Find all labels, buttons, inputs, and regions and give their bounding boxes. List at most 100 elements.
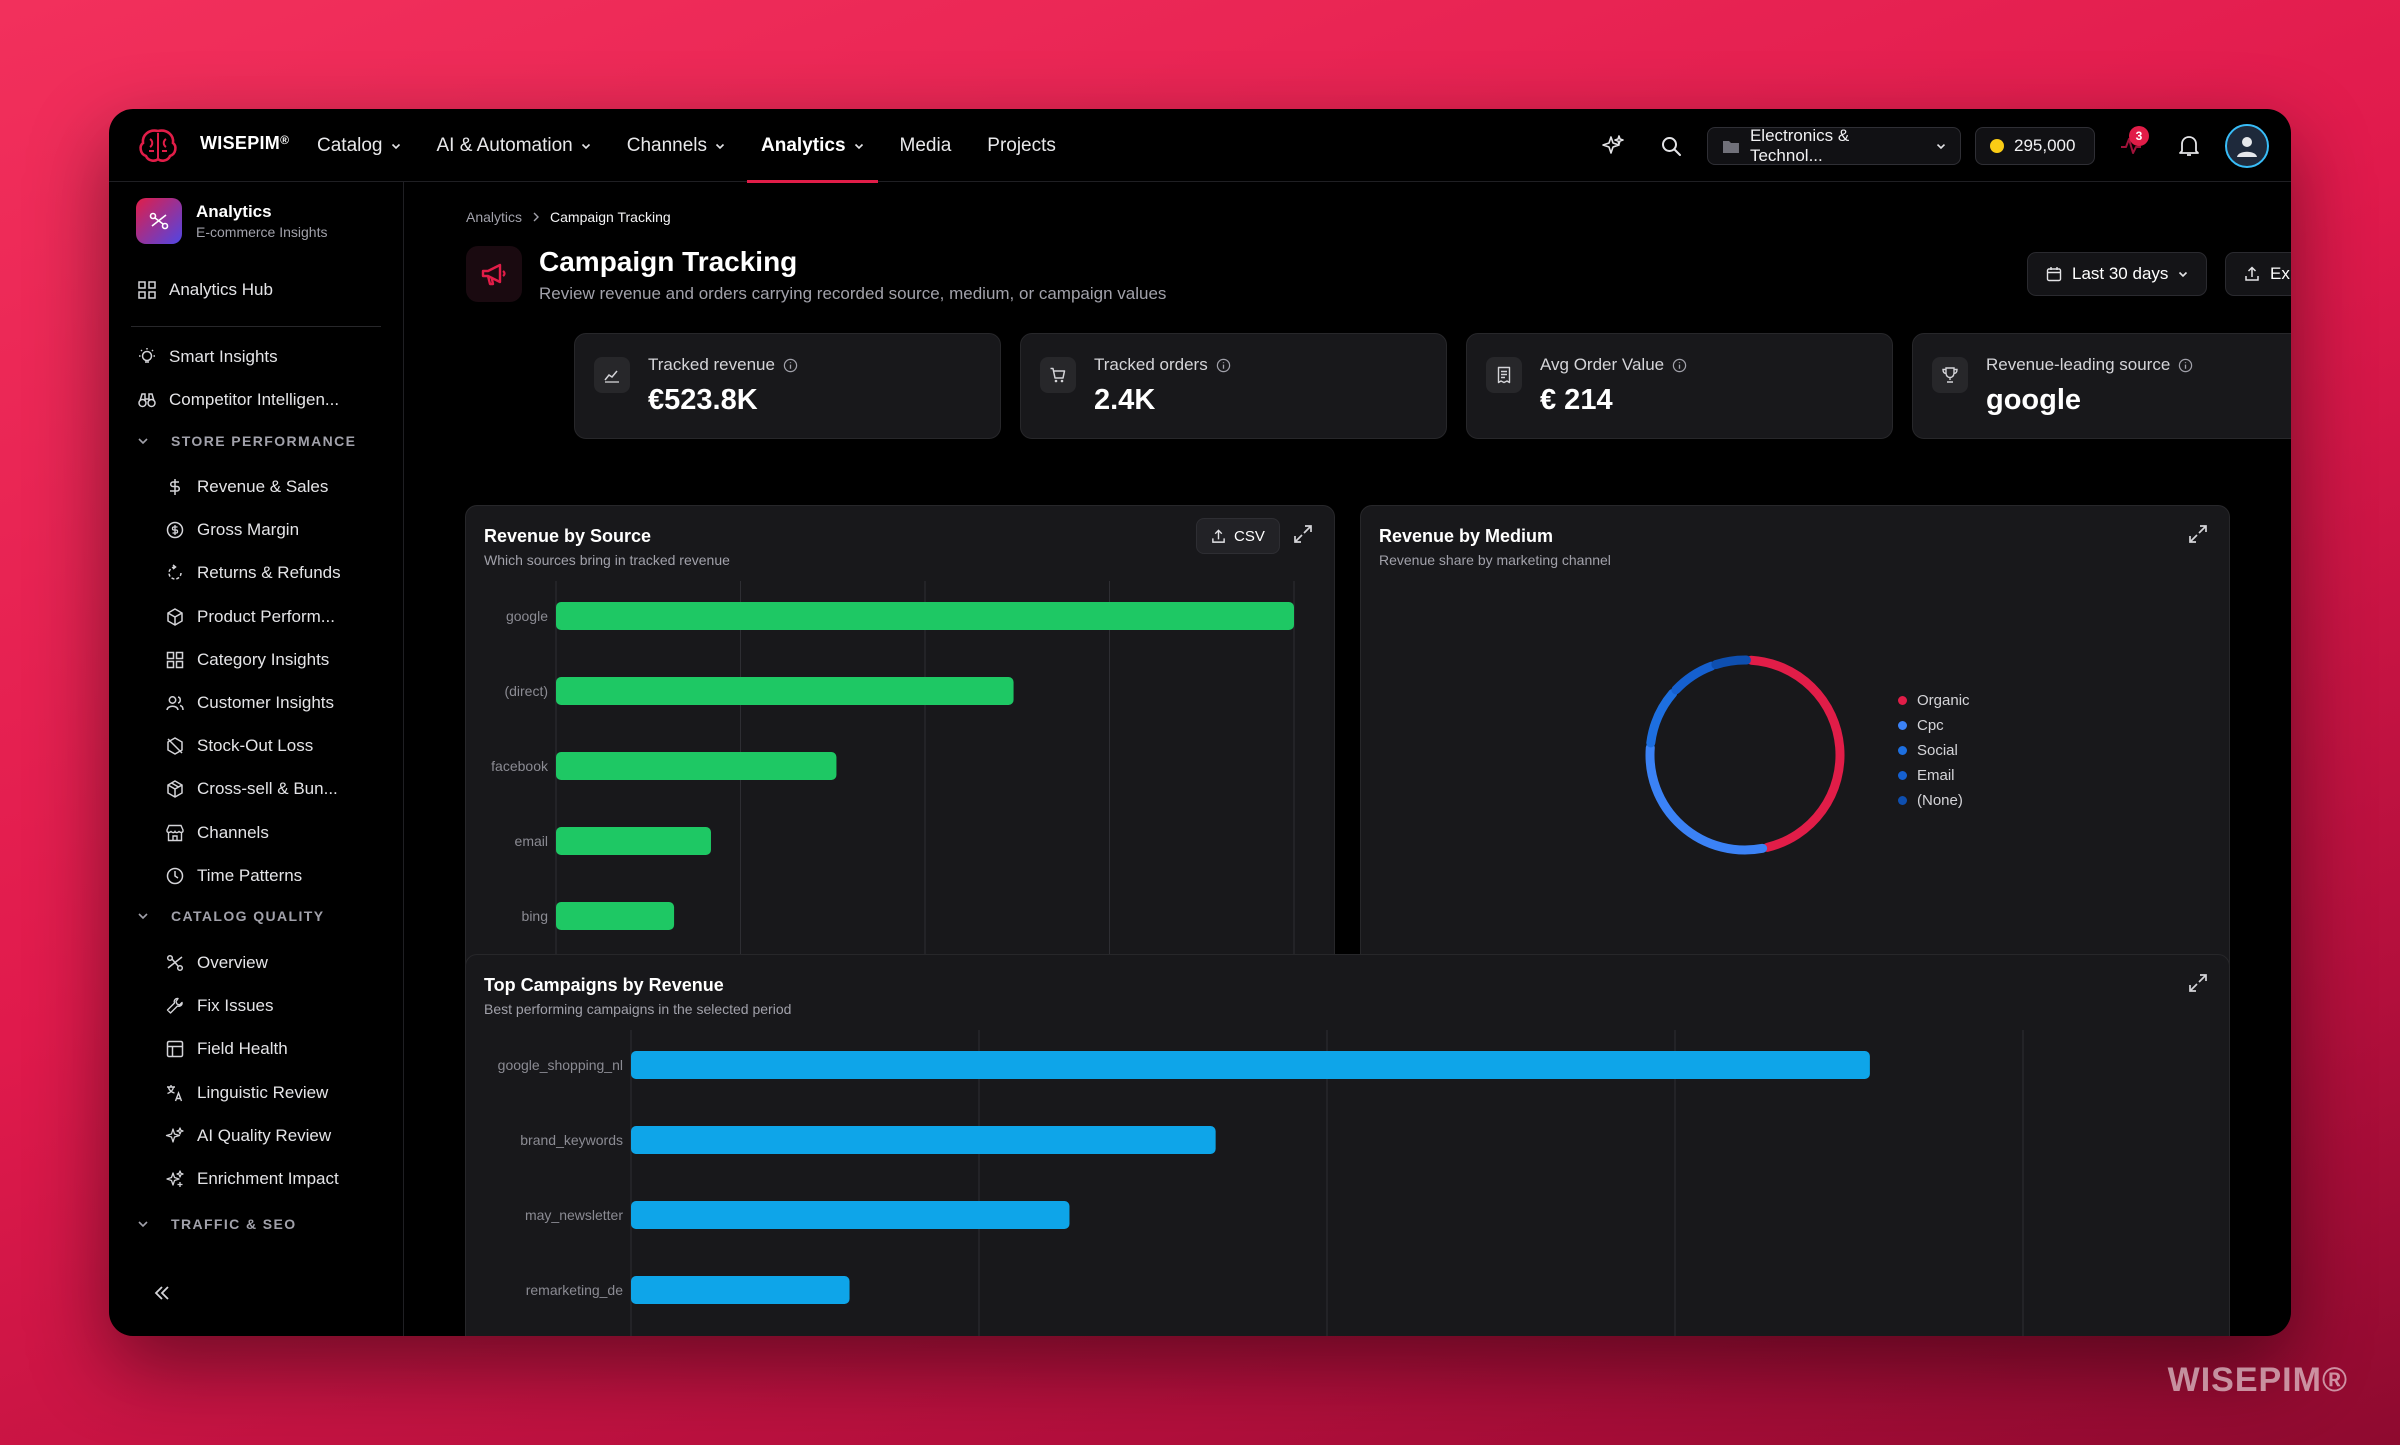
- donut-slice-none[interactable]: [1711, 655, 1751, 670]
- sidebar-item-fix-issues[interactable]: Fix Issues: [165, 996, 274, 1016]
- sidebar-item-gross-margin[interactable]: Gross Margin: [165, 520, 299, 540]
- main-nav: Catalog AI & Automation Channels Analytics M…: [303, 109, 1078, 183]
- credits-balance[interactable]: 295,000: [1975, 126, 2095, 165]
- clock-icon: [166, 867, 184, 885]
- sidebar-item-field-health[interactable]: Field Health: [165, 1039, 288, 1059]
- y-tick-label: facebook: [491, 758, 549, 774]
- sidebar-item-customer-insights[interactable]: Customer Insights: [165, 693, 334, 713]
- legend-item-cpc[interactable]: Cpc: [1898, 717, 1970, 734]
- sidebar-item-competitor-intelligence[interactable]: Competitor Intelligen...: [137, 390, 339, 410]
- legend-item-none[interactable]: (None): [1898, 792, 1970, 809]
- info-icon[interactable]: [1216, 358, 1231, 373]
- sidebar-item-returns-refunds[interactable]: Returns & Refunds: [165, 563, 341, 583]
- csv-export-button[interactable]: CSV: [1196, 518, 1280, 554]
- bar-may-newsletter[interactable]: [631, 1201, 1070, 1229]
- nav-item-ai-automation[interactable]: AI & Automation: [423, 109, 605, 182]
- sidebar-item-ai-quality-review[interactable]: AI Quality Review: [165, 1126, 331, 1146]
- info-icon[interactable]: [783, 358, 798, 373]
- activity-button[interactable]: 3: [2109, 124, 2153, 168]
- nav-item-projects[interactable]: Projects: [973, 109, 1070, 182]
- info-icon[interactable]: [2178, 358, 2193, 373]
- bar-facebook[interactable]: [556, 752, 837, 780]
- nav-item-label: Projects: [987, 134, 1056, 156]
- sidebar-item-cross-sell-bun[interactable]: Cross-sell & Bun...: [165, 779, 338, 799]
- kpi-label: Avg Order Value: [1540, 355, 1687, 375]
- donut-slice-cpc[interactable]: [1645, 743, 1768, 855]
- sidebar-item-overview[interactable]: Overview: [165, 953, 268, 973]
- sidebar-item-label: Fix Issues: [197, 996, 274, 1016]
- sidebar-item-enrichment-impact[interactable]: Enrichment Impact: [165, 1169, 339, 1189]
- notifications-button[interactable]: [2167, 124, 2211, 168]
- enrich-sparkle-icon: [166, 1170, 184, 1187]
- bar-email[interactable]: [556, 827, 711, 855]
- csv-label: CSV: [1234, 527, 1265, 545]
- bar-remarketing-de[interactable]: [631, 1276, 850, 1304]
- sidebar-item-category-insights[interactable]: Category Insights: [165, 650, 329, 670]
- store-icon: [166, 824, 184, 841]
- legend-item-email[interactable]: Email: [1898, 767, 1970, 784]
- sidebar-item-time-patterns[interactable]: Time Patterns: [165, 866, 302, 886]
- nav-item-channels[interactable]: Channels: [613, 109, 739, 182]
- user-icon: [2237, 136, 2257, 157]
- sidebar-item-label: Analytics Hub: [169, 280, 273, 299]
- expand-icon[interactable]: [2187, 972, 2209, 994]
- workspace-selector[interactable]: Electronics & Technol...: [1707, 126, 1961, 165]
- kpi-label: Tracked revenue: [648, 355, 798, 375]
- legend-item-organic[interactable]: Organic: [1898, 692, 1970, 709]
- chevron-down-icon: [138, 1221, 148, 1228]
- breadcrumb-analytics[interactable]: Analytics: [466, 209, 523, 225]
- sidebar-item-channels[interactable]: Channels: [165, 823, 269, 843]
- donut-slice-email[interactable]: [1671, 661, 1716, 695]
- export-button[interactable]: Export: [2225, 252, 2291, 296]
- nav-item-label: Catalog: [317, 134, 383, 156]
- brain-logo-icon[interactable]: [137, 127, 179, 165]
- date-range-label: Last 30 days: [2072, 264, 2169, 283]
- chevron-down-icon: [715, 143, 725, 149]
- bar-google[interactable]: [556, 602, 1294, 630]
- search-button[interactable]: [1649, 124, 1693, 168]
- nav-item-analytics[interactable]: Analytics: [747, 109, 879, 183]
- brand-name: WISEPIM®: [200, 133, 290, 153]
- legend-item-social[interactable]: Social: [1898, 742, 1970, 759]
- kpi-value: €523.8K: [648, 384, 758, 416]
- chevron-down-icon: [138, 438, 148, 445]
- nav-item-label: Analytics: [761, 134, 846, 156]
- y-tick-label: google: [506, 608, 548, 624]
- table-icon: [166, 1041, 184, 1058]
- section-catalog-quality[interactable]: CATALOG QUALITY: [137, 908, 324, 924]
- sidebar-item-revenue-sales[interactable]: Revenue & Sales: [165, 477, 328, 497]
- user-avatar[interactable]: [2225, 123, 2269, 168]
- donut-slice-social[interactable]: [1646, 688, 1678, 748]
- sidebar-item-label: Gross Margin: [197, 520, 300, 540]
- y-tick-label: remarketing_de: [526, 1282, 623, 1298]
- expand-icon[interactable]: [1292, 523, 1314, 545]
- bar-google-shopping-nl[interactable]: [631, 1051, 1870, 1079]
- ai-sparkle-button[interactable]: [1591, 124, 1635, 168]
- expand-icon[interactable]: [2187, 523, 2209, 545]
- info-icon[interactable]: [1672, 358, 1687, 373]
- sidebar-item-linguistic-review[interactable]: Linguistic Review: [165, 1083, 328, 1103]
- sidebar-item-stock-out-loss[interactable]: Stock-Out Loss: [165, 736, 313, 756]
- upload-icon: [1212, 528, 1225, 543]
- section-store-performance[interactable]: STORE PERFORMANCE: [137, 433, 356, 449]
- section-traffic-seo[interactable]: TRAFFIC & SEO: [137, 1216, 297, 1232]
- legend-label: Cpc: [1917, 717, 1944, 734]
- analytics-app-icon: [136, 198, 182, 244]
- sidebar-item-product-perform[interactable]: Product Perform...: [165, 607, 335, 627]
- nav-item-catalog[interactable]: Catalog: [303, 109, 415, 182]
- sidebar-item-label: Competitor Intelligen...: [169, 390, 340, 409]
- bar-bing[interactable]: [556, 902, 675, 930]
- donut-slice-organic[interactable]: [1746, 655, 1845, 852]
- date-range-selector[interactable]: Last 30 days: [2027, 252, 2208, 296]
- section-label: TRAFFIC & SEO: [171, 1216, 297, 1232]
- bar-brand-keywords[interactable]: [631, 1126, 1216, 1154]
- nav-item-media[interactable]: Media: [886, 109, 966, 182]
- bar--direct-[interactable]: [556, 677, 1014, 705]
- collapse-sidebar-icon[interactable]: [151, 1282, 173, 1304]
- legend-swatch: [1898, 746, 1907, 755]
- sidebar-item-label: Overview: [197, 953, 268, 972]
- sidebar-item-label: Customer Insights: [197, 693, 334, 712]
- sidebar-item-analytics-hub[interactable]: Analytics Hub: [137, 280, 273, 300]
- sidebar-divider: [131, 326, 381, 327]
- sidebar-item-smart-insights[interactable]: Smart Insights: [137, 347, 278, 367]
